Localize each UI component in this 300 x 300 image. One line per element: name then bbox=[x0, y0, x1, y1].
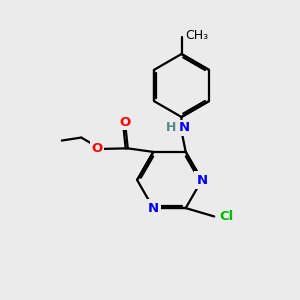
Text: Cl: Cl bbox=[220, 210, 234, 223]
Text: CH₃: CH₃ bbox=[185, 28, 208, 42]
Text: N: N bbox=[196, 173, 208, 187]
Text: N: N bbox=[148, 202, 159, 214]
Text: O: O bbox=[92, 142, 103, 155]
Text: N: N bbox=[178, 122, 190, 134]
Text: H: H bbox=[166, 122, 176, 134]
Text: O: O bbox=[120, 116, 131, 129]
